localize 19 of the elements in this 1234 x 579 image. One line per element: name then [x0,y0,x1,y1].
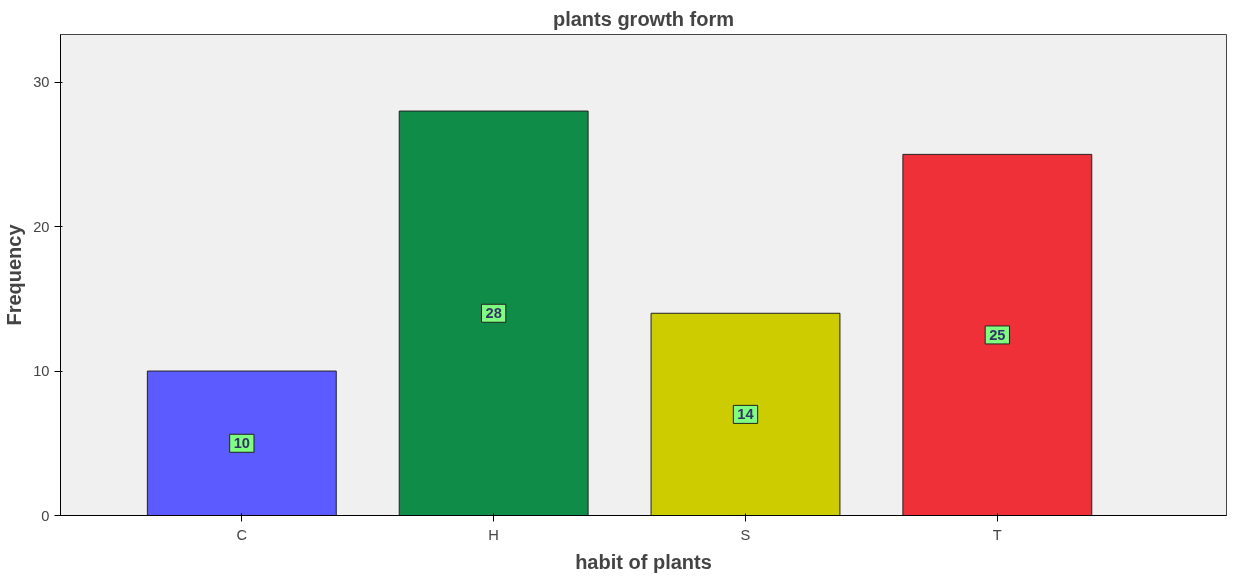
y-tick-label: 10 [33,363,50,380]
data-label: 10 [233,435,250,452]
x-tick-label: S [740,526,751,543]
x-tick-label: C [236,526,248,543]
bar [146,370,337,516]
x-tick-label: H [488,526,499,543]
bar [650,312,841,516]
chart-title: plants growth form [552,7,735,30]
data-label: 28 [485,305,502,322]
y-tick-label: 30 [33,74,50,91]
x-axis-title: habit of plants [575,550,712,573]
y-tick-label: 0 [41,507,50,524]
y-axis-title: Frequency [3,223,26,326]
bar [902,153,1093,516]
data-label: 25 [989,326,1006,343]
x-tick-label: T [992,526,1002,543]
bar [398,110,589,516]
y-tick-label: 20 [33,218,50,235]
data-label: 14 [737,406,755,423]
